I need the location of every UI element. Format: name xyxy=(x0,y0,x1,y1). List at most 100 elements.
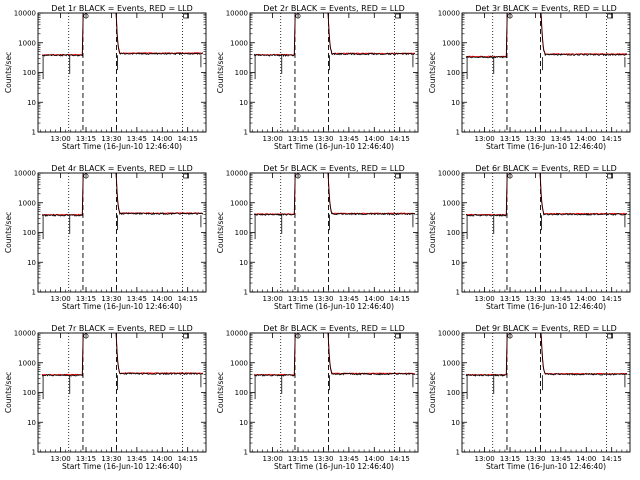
panel-title: Det 6r BLACK = Events, RED = LLD xyxy=(475,164,617,173)
x-tick-label: 14:15 xyxy=(602,295,622,303)
x-tick-label: 13:15 xyxy=(288,295,308,303)
y-tick-label: 10000 xyxy=(14,10,36,18)
x-tick-label: 13:00 xyxy=(263,295,283,303)
y-tick-label: 10000 xyxy=(438,170,460,178)
y-tick-label: 100 xyxy=(447,229,460,237)
y-axis-label: Counts/sec xyxy=(428,372,437,413)
plot-frame xyxy=(461,172,631,293)
y-tick-label: 1000 xyxy=(442,39,460,47)
x-tick-label: 14:00 xyxy=(152,295,172,303)
x-tick-label: 13:30 xyxy=(525,295,545,303)
panel-title: Det 2r BLACK = Events, RED = LLD xyxy=(263,4,405,13)
panel-6: Det 6r BLACK = Events, RED = LLD 1 10 100 10… xyxy=(428,164,631,311)
end-marker xyxy=(183,173,189,179)
y-axis-label: Counts/sec xyxy=(216,212,225,253)
y-axis-label: Counts/sec xyxy=(4,212,13,253)
end-marker xyxy=(183,13,189,19)
x-axis-label: Start Time (16-Jun-10 12:46:40) xyxy=(62,462,182,471)
x-tick-label: 13:00 xyxy=(475,455,495,463)
plot-frame xyxy=(461,332,631,453)
y-tick-label: 10000 xyxy=(14,330,36,338)
y-tick-label: 1000 xyxy=(18,359,36,367)
series-events-line xyxy=(465,173,628,217)
y-tick-label: 10 xyxy=(451,259,460,267)
y-tick-label: 100 xyxy=(235,69,248,77)
series-events-line xyxy=(465,13,628,59)
plot-frame xyxy=(249,12,419,133)
x-tick-label: 13:00 xyxy=(51,135,71,143)
x-tick-label: 13:00 xyxy=(263,135,283,143)
x-axis-label: Start Time (16-Jun-10 12:46:40) xyxy=(486,142,606,151)
panel-title: Det 9r BLACK = Events, RED = LLD xyxy=(475,324,617,333)
series-lld-line xyxy=(466,173,628,216)
y-tick-label: 10000 xyxy=(14,170,36,178)
plot-frame xyxy=(37,12,207,133)
y-tick-label: 1 xyxy=(244,289,248,297)
end-marker xyxy=(607,173,613,179)
plot-frame xyxy=(37,332,207,453)
x-tick-label: 14:15 xyxy=(390,135,410,143)
y-tick-label: 10000 xyxy=(226,10,248,18)
x-tick-label: 14:15 xyxy=(602,135,622,143)
y-tick-label: 1 xyxy=(32,129,36,137)
x-tick-label: 13:15 xyxy=(288,135,308,143)
y-tick-label: 10000 xyxy=(226,330,248,338)
y-tick-label: 100 xyxy=(447,69,460,77)
x-tick-label: 13:15 xyxy=(500,455,520,463)
x-tick-label: 13:30 xyxy=(525,135,545,143)
y-tick-label: 1000 xyxy=(18,199,36,207)
x-tick-label: 13:45 xyxy=(127,455,147,463)
y-tick-label: 10 xyxy=(451,99,460,107)
y-tick-label: 10000 xyxy=(226,170,248,178)
x-tick-label: 14:00 xyxy=(364,295,384,303)
x-axis-label: Start Time (16-Jun-10 12:46:40) xyxy=(486,462,606,471)
y-tick-label: 100 xyxy=(23,229,36,237)
series-events-line xyxy=(41,173,204,217)
y-tick-label: 1 xyxy=(32,449,36,457)
y-tick-label: 1 xyxy=(456,449,460,457)
y-axis-label: Counts/sec xyxy=(216,372,225,413)
panel-title: Det 8r BLACK = Events, RED = LLD xyxy=(263,324,405,333)
x-tick-label: 14:00 xyxy=(576,455,596,463)
series-lld-line xyxy=(41,173,203,216)
y-tick-label: 10 xyxy=(27,259,36,267)
y-tick-label: 1 xyxy=(456,289,460,297)
x-tick-label: 14:00 xyxy=(364,455,384,463)
end-marker xyxy=(607,333,613,339)
panel-title: Det 4r BLACK = Events, RED = LLD xyxy=(51,164,193,173)
y-tick-label: 100 xyxy=(235,389,248,397)
x-tick-label: 14:15 xyxy=(178,295,198,303)
y-tick-label: 1000 xyxy=(230,199,248,207)
end-marker xyxy=(395,333,401,339)
y-axis-label: Counts/sec xyxy=(4,372,13,413)
y-axis-label: Counts/sec xyxy=(216,52,225,93)
plot-frame xyxy=(249,332,419,453)
x-tick-label: 13:45 xyxy=(127,135,147,143)
y-tick-label: 10 xyxy=(239,259,248,267)
y-tick-label: 10 xyxy=(239,99,248,107)
panel-7: Det 7r BLACK = Events, RED = LLD 1 10 100 10… xyxy=(4,324,207,471)
panel-2: Det 2r BLACK = Events, RED = LLD 1 10 100 10… xyxy=(216,4,419,151)
end-marker xyxy=(395,173,401,179)
x-axis-label: Start Time (16-Jun-10 12:46:40) xyxy=(486,302,606,311)
x-tick-label: 14:15 xyxy=(390,295,410,303)
y-tick-label: 1 xyxy=(244,129,248,137)
y-tick-label: 1000 xyxy=(442,199,460,207)
panel-title: Det 1r BLACK = Events, RED = LLD xyxy=(51,4,193,13)
x-tick-label: 13:00 xyxy=(263,455,283,463)
x-tick-label: 13:00 xyxy=(51,295,71,303)
x-tick-label: 13:45 xyxy=(551,455,571,463)
y-tick-label: 1000 xyxy=(230,359,248,367)
y-tick-label: 10 xyxy=(27,99,36,107)
x-tick-label: 13:30 xyxy=(313,295,333,303)
x-tick-label: 14:00 xyxy=(576,135,596,143)
y-tick-label: 10000 xyxy=(438,330,460,338)
x-tick-label: 14:00 xyxy=(364,135,384,143)
y-tick-label: 1 xyxy=(244,449,248,457)
y-tick-label: 1 xyxy=(32,289,36,297)
x-tick-label: 13:00 xyxy=(475,135,495,143)
plot-frame xyxy=(37,172,207,293)
panel-4: Det 4r BLACK = Events, RED = LLD 1 10 100 10… xyxy=(4,164,207,311)
plot-frame xyxy=(249,172,419,293)
